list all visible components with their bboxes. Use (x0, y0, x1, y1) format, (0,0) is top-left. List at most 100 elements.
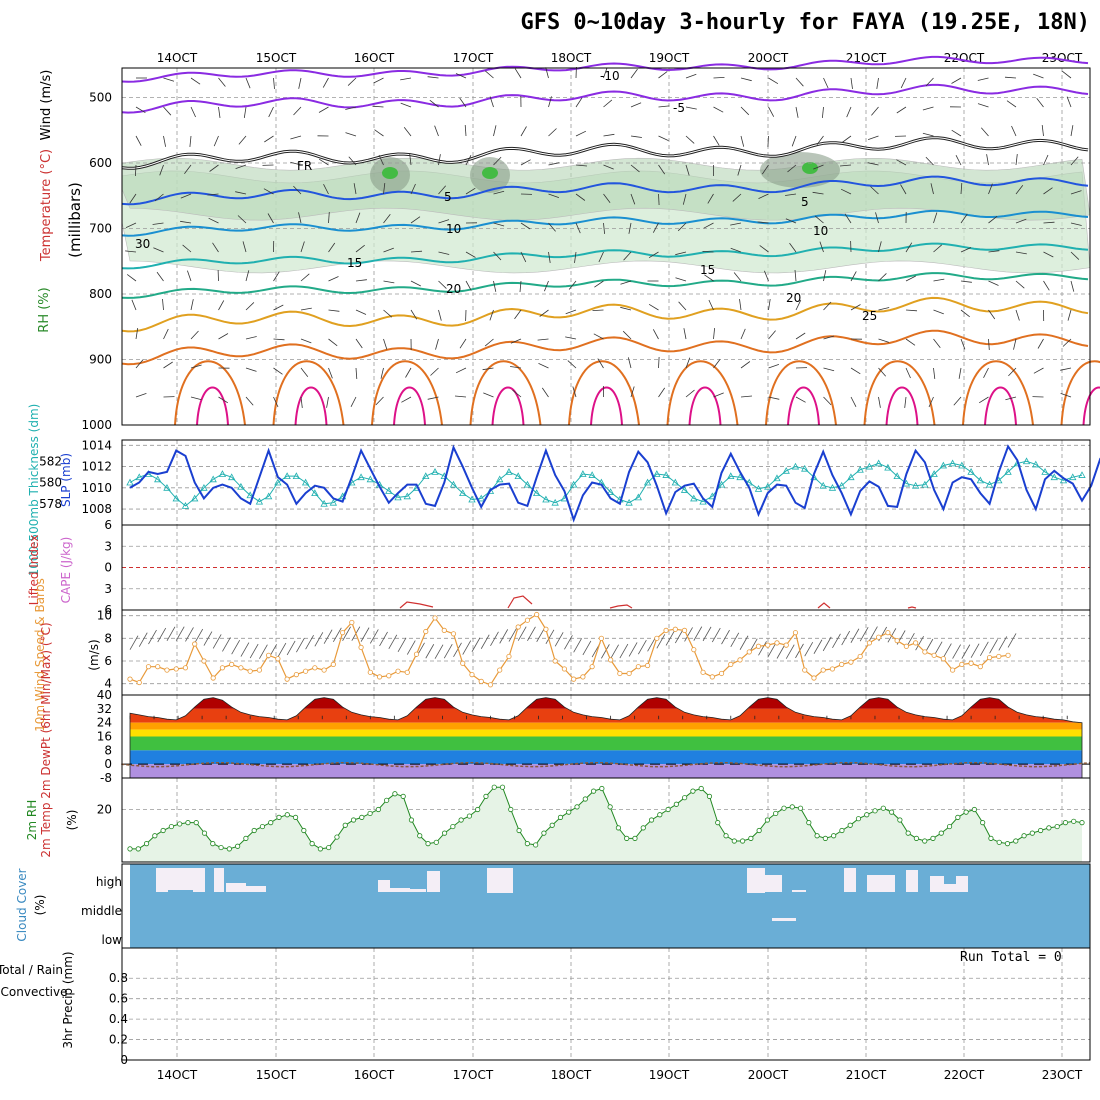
rh-point (135, 846, 141, 852)
wind-barb-10m (674, 628, 684, 644)
wind-barb (844, 213, 852, 224)
wind-barb (156, 271, 164, 282)
rh-point (425, 841, 431, 847)
rh-point (640, 825, 646, 831)
wind-speed-point (950, 667, 956, 673)
wind-speed-point (136, 679, 142, 686)
thickness-point (791, 462, 800, 470)
thickness-point (588, 471, 596, 478)
wind-barb (565, 336, 577, 340)
wind-barb (510, 366, 522, 369)
cloud-level-label: middle (81, 904, 122, 918)
thickness-point (801, 464, 809, 472)
wind-barb-10m (601, 644, 610, 659)
wind-barb (328, 367, 333, 379)
wind-barb-10m (185, 627, 194, 642)
rh-point (632, 835, 638, 841)
wind-barb (380, 367, 384, 379)
wind-barb (1043, 187, 1053, 195)
rh-point (574, 804, 580, 810)
wind-barb (207, 193, 219, 196)
wind-barb (707, 193, 714, 204)
wind-barb (374, 129, 384, 137)
wind-speed-point (386, 673, 392, 679)
cloud-block (747, 868, 765, 893)
wind-barb-10m (1007, 633, 1017, 648)
wind-barb (493, 280, 497, 292)
thickness-tick: 582 (39, 454, 62, 468)
rh-point (350, 817, 357, 823)
wind-barb (218, 333, 229, 340)
wind-barb-10m (148, 629, 157, 645)
rh-shading (482, 167, 498, 179)
wind-barb-10m (961, 644, 971, 659)
wind-barb (850, 77, 853, 89)
wind-speed-point (127, 676, 133, 682)
wind-barb (218, 300, 225, 311)
rh-point (458, 817, 464, 823)
wind-barb-10m (129, 635, 139, 650)
wind-barb (703, 222, 714, 229)
wind-barb (520, 222, 531, 230)
wind-barb-10m (212, 634, 222, 649)
wind-barb (353, 183, 357, 195)
cloud-block (930, 876, 944, 892)
wind-barb-10m (869, 626, 878, 641)
cloud-axis-label: Cloud Cover (15, 868, 29, 941)
wind-speed-point (913, 640, 919, 646)
wind-barb (489, 96, 494, 108)
wind-barb (823, 367, 835, 372)
wind-barb (933, 338, 941, 348)
wind-barb (300, 273, 310, 282)
thickness-point (551, 498, 559, 506)
wind-barb (180, 220, 192, 224)
slp-series (129, 444, 1100, 523)
wind-barb-10m (859, 627, 869, 642)
wind-barb-10m (610, 644, 619, 659)
wind-barb (905, 338, 916, 346)
wind-barb (235, 164, 247, 169)
wind-speed-point (608, 657, 614, 663)
wind-barb (951, 77, 962, 84)
wind-barb-10m (822, 636, 832, 652)
wind-barb (544, 280, 549, 292)
rh-point (466, 813, 473, 819)
wind-barb (575, 130, 587, 137)
wind-barb (795, 106, 799, 118)
thickness-point (819, 481, 827, 489)
wind-speed-point (996, 653, 1002, 660)
wind-barb (603, 99, 613, 108)
wind-barb (1033, 73, 1044, 79)
slp-tick: 1010 (81, 481, 112, 495)
isotherm-label: 15 (347, 256, 362, 270)
temperature-axis-label: Temperature (°C) (39, 149, 54, 262)
wind-speed-point (986, 654, 993, 661)
isotherm-label: -10 (600, 69, 620, 83)
rh-point (615, 825, 622, 831)
thickness-axis-label: 1000-500mb Thickness (dm) (27, 404, 41, 577)
wind-barb (548, 128, 557, 137)
wind-speed-point (247, 668, 253, 674)
rh-point (739, 838, 746, 844)
wind-barb (875, 212, 879, 224)
wind-barb (768, 396, 780, 400)
isotherm-label: 10 (446, 222, 461, 236)
rh-point (1046, 825, 1052, 831)
thickness-point (431, 468, 439, 475)
thickness-point (477, 494, 485, 502)
wind-barb (328, 309, 340, 312)
wind-barb (841, 135, 852, 143)
thickness-point (255, 497, 264, 505)
wind-speed-point (709, 674, 715, 680)
wind-barb (1033, 367, 1044, 374)
rh-point (789, 804, 795, 810)
wind-barb-10m (998, 636, 1008, 651)
wind-barb (1067, 309, 1072, 321)
wind-speed-point (811, 675, 817, 681)
wind-barb (218, 106, 221, 118)
wind-barb (273, 304, 284, 311)
wind-barb-10m (157, 627, 167, 643)
rh-point (475, 806, 481, 813)
cloud-block (214, 868, 224, 892)
wind-barb (355, 279, 367, 282)
